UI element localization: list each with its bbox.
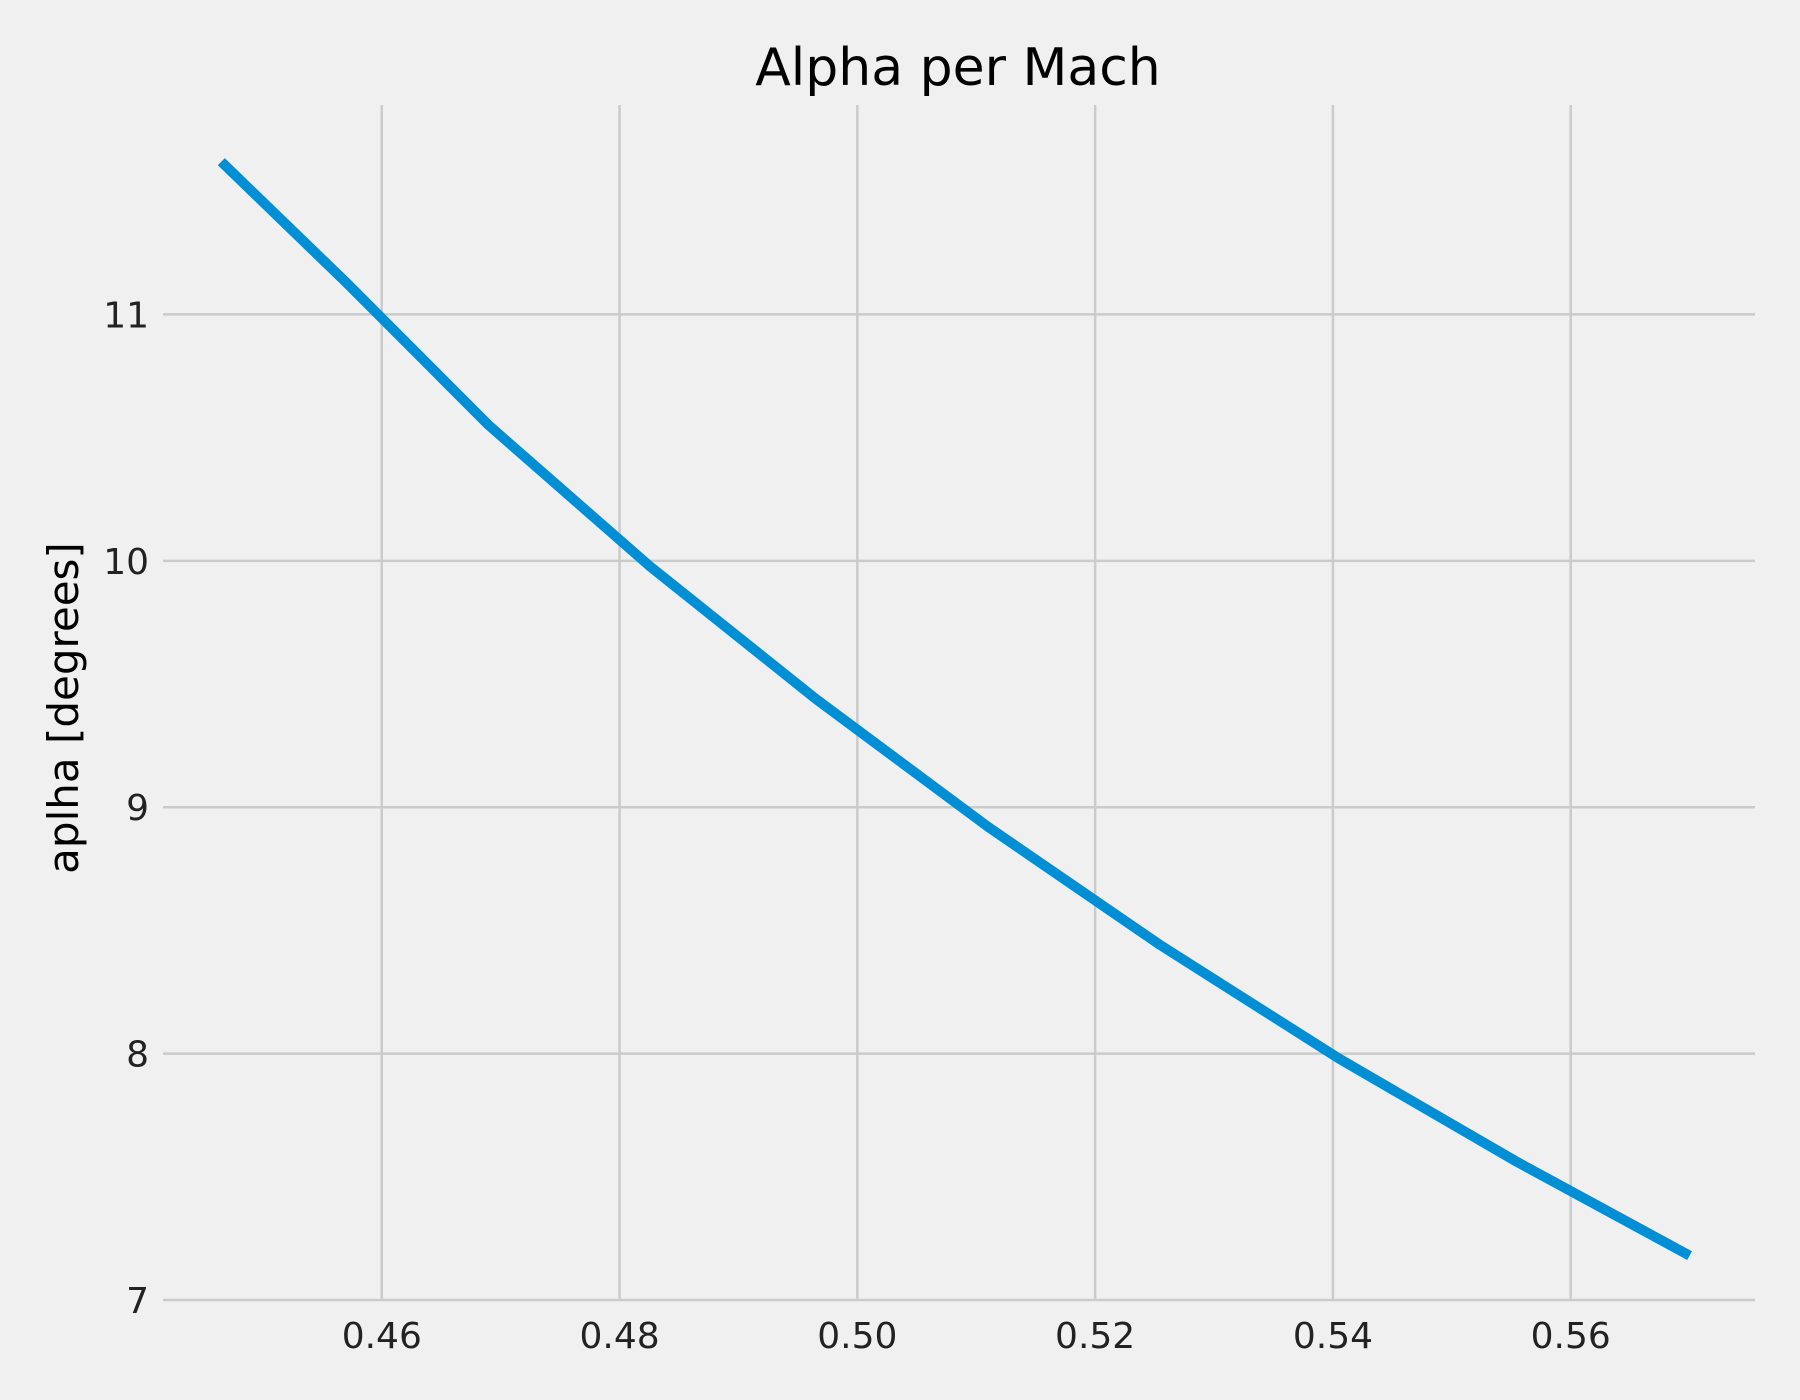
tick-labels: 0.46 0.48 0.50 0.52 0.54 0.56 7 8 9 10 11 bbox=[103, 295, 1611, 1357]
x-tick-label: 0.46 bbox=[342, 1316, 422, 1357]
y-tick-label: 11 bbox=[103, 295, 149, 336]
x-tick-label: 0.52 bbox=[1055, 1316, 1135, 1357]
series-line bbox=[217, 158, 1692, 1260]
y-axis-label: aplha [degrees] bbox=[39, 542, 88, 874]
x-tick-label: 0.56 bbox=[1531, 1316, 1611, 1357]
x-tick-label: 0.48 bbox=[579, 1316, 659, 1357]
chart-title: Alpha per Mach bbox=[755, 38, 1161, 98]
y-tick-label: 9 bbox=[126, 788, 149, 829]
y-tick-label: 10 bbox=[103, 542, 149, 583]
y-tick-label: 7 bbox=[126, 1281, 149, 1322]
x-tick-label: 0.50 bbox=[817, 1316, 897, 1357]
y-tick-label: 8 bbox=[126, 1035, 149, 1076]
x-tick-label: 0.54 bbox=[1293, 1316, 1373, 1357]
grid-lines bbox=[163, 105, 1755, 1302]
series-layer bbox=[217, 158, 1692, 1260]
